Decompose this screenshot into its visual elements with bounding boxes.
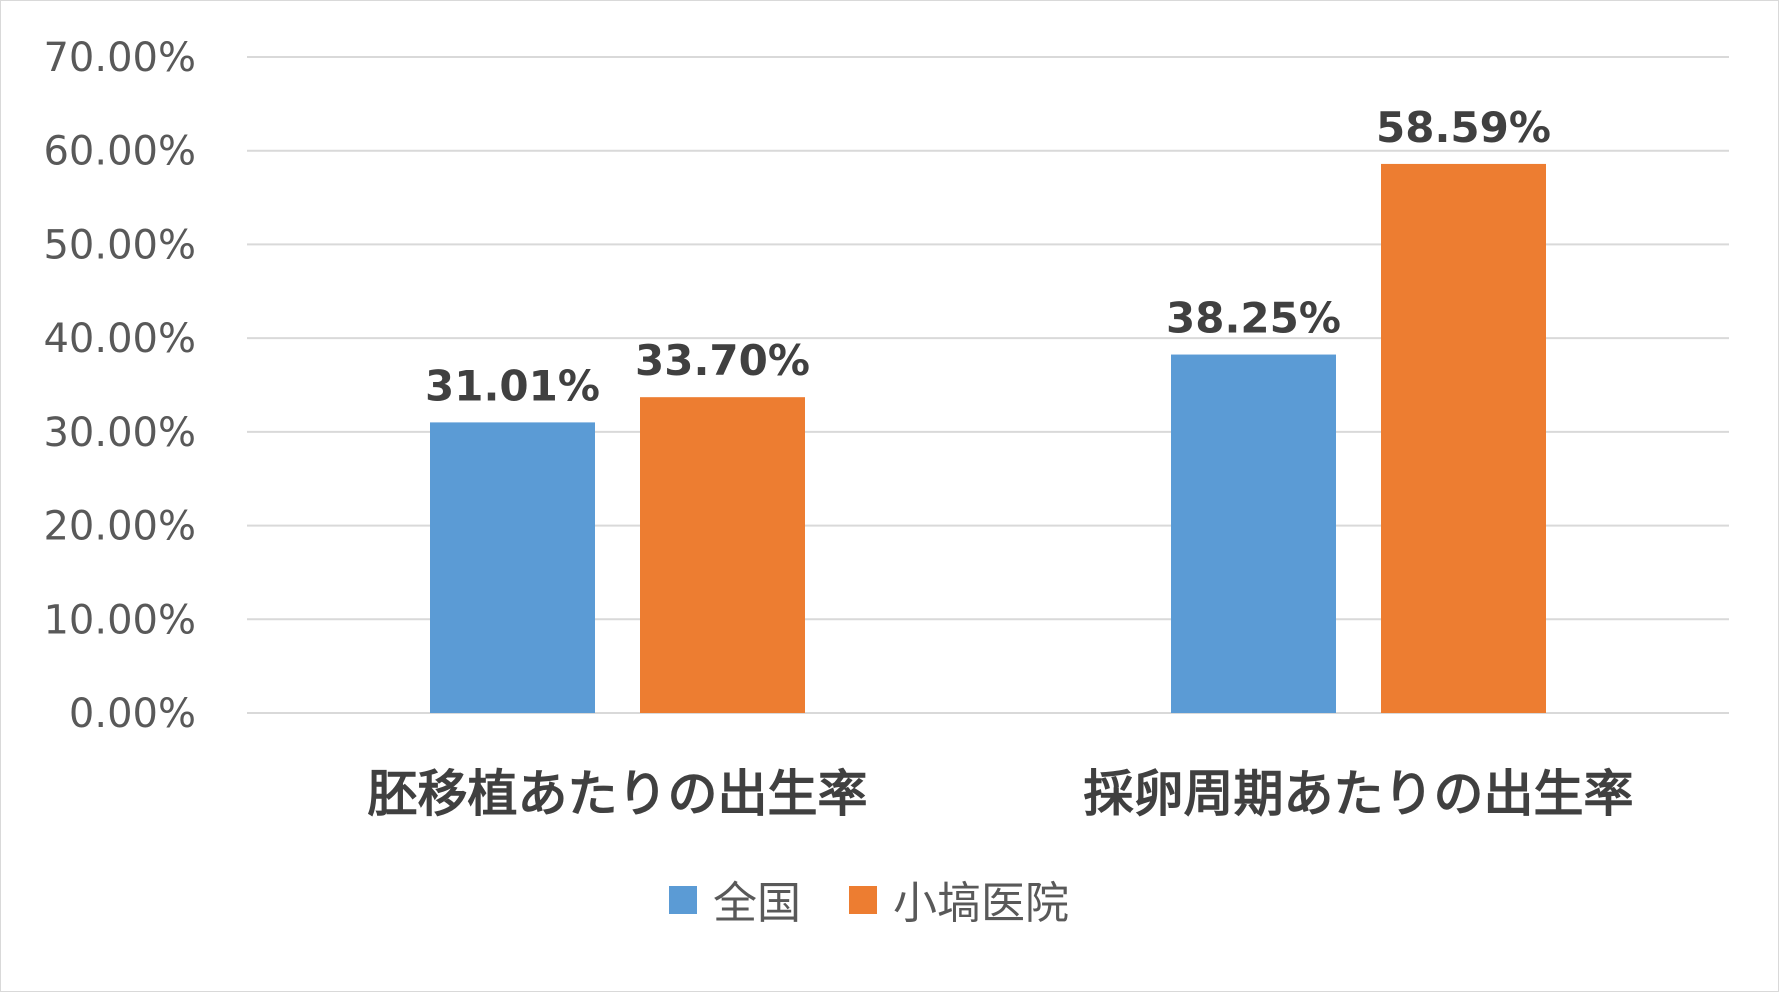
data-label: 38.25% bbox=[1166, 294, 1341, 343]
data-label: 33.70% bbox=[635, 336, 810, 385]
x-category-label: 採卵周期あたりの出生率 bbox=[1084, 765, 1634, 823]
data-label: 31.01% bbox=[425, 361, 600, 410]
bar bbox=[640, 397, 805, 713]
data-labels: 31.01% 33.70% 38.25% 58.59% bbox=[425, 103, 1551, 410]
x-category-label: 胚移植あたりの出生率 bbox=[368, 765, 868, 823]
bar bbox=[1171, 354, 1336, 713]
data-label: 58.59% bbox=[1376, 103, 1551, 152]
y-tick-label: 0.00% bbox=[69, 691, 196, 737]
bars bbox=[430, 163, 1546, 714]
y-tick-label: 60.00% bbox=[43, 129, 196, 175]
legend-swatch bbox=[669, 886, 697, 914]
legend-swatch bbox=[849, 886, 877, 914]
legend-label: 全国 bbox=[713, 878, 801, 929]
bar bbox=[430, 422, 595, 713]
legend-label: 小塙医院 bbox=[893, 878, 1069, 929]
y-tick-label: 50.00% bbox=[43, 222, 196, 268]
y-tick-label: 70.00% bbox=[43, 35, 196, 81]
bar bbox=[1381, 163, 1546, 714]
y-tick-label: 20.00% bbox=[43, 504, 196, 550]
x-axis-category-labels: 胚移植あたりの出生率 採卵周期あたりの出生率 bbox=[368, 765, 1634, 823]
y-tick-label: 40.00% bbox=[43, 316, 196, 362]
y-tick-label: 10.00% bbox=[43, 597, 196, 643]
y-axis-tick-labels: 0.00% 10.00% 20.00% 30.00% 40.00% 50.00% 60.00… bbox=[43, 35, 196, 737]
legend: 全国 小塙医院 bbox=[669, 878, 1069, 929]
y-tick-label: 30.00% bbox=[43, 410, 196, 456]
